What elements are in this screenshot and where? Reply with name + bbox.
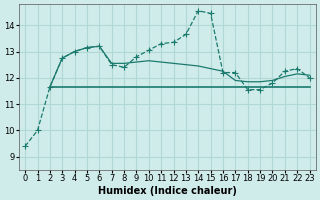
X-axis label: Humidex (Indice chaleur): Humidex (Indice chaleur) bbox=[98, 186, 237, 196]
